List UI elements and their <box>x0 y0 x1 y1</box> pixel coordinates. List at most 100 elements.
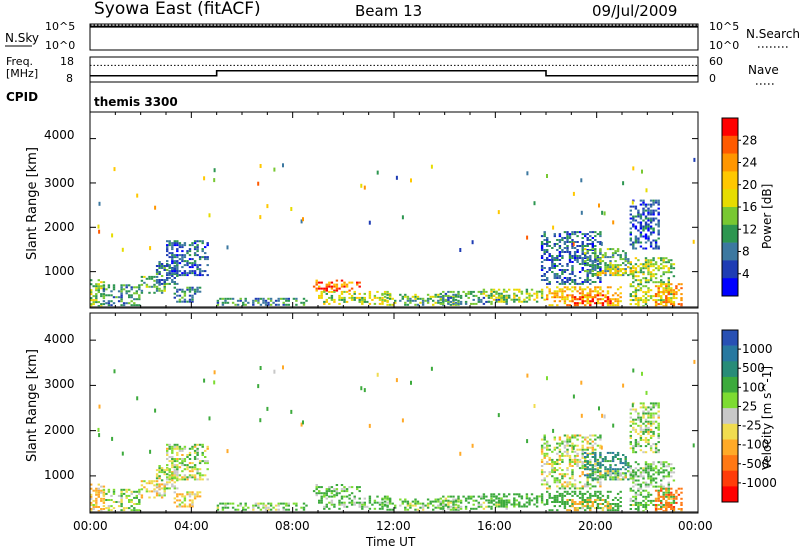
echo-cell <box>442 503 445 506</box>
echo-cell <box>325 503 328 506</box>
echo-cell <box>173 497 176 500</box>
echo-cell <box>568 235 572 238</box>
echo-cell <box>637 265 640 268</box>
echo-cell <box>183 499 187 502</box>
echo-cell <box>649 477 653 480</box>
echo-cell <box>546 454 549 457</box>
echo-cell <box>153 279 156 282</box>
echo-cell <box>513 288 516 291</box>
echo-cell <box>568 237 572 239</box>
echo-cell <box>356 486 359 489</box>
echo-cell <box>586 252 589 255</box>
echo-cell <box>198 443 202 446</box>
echo-cell <box>586 485 589 488</box>
echo-cell <box>122 488 126 491</box>
echo-cell <box>634 293 638 296</box>
colorbar-tick-label: 25 <box>742 399 757 413</box>
echo-cell <box>586 496 589 499</box>
echo-cell <box>566 434 569 437</box>
echo-cell <box>188 499 192 502</box>
echo-cell <box>266 204 269 209</box>
echo-cell <box>145 277 149 280</box>
echo-cell <box>198 462 202 465</box>
echo-cell <box>654 263 658 266</box>
echo-cell <box>173 464 176 467</box>
echo-cell <box>163 487 166 490</box>
echo-cell <box>581 494 584 497</box>
echo-cell <box>388 508 392 511</box>
echo-cell <box>639 467 643 470</box>
echo-cell <box>619 474 622 477</box>
echo-cell <box>150 285 154 288</box>
echo-cell <box>629 239 632 242</box>
echo-cell <box>120 496 123 499</box>
echo-cell <box>513 501 516 504</box>
echo-cell <box>196 290 199 293</box>
echo-cell <box>611 509 615 512</box>
echo-cell <box>315 283 318 286</box>
echo-cell <box>90 283 93 286</box>
echo-cell <box>591 266 594 269</box>
echo-cell <box>571 257 574 259</box>
frequency-line <box>90 69 698 77</box>
echo-cell <box>267 297 270 300</box>
echo-cell <box>348 497 351 500</box>
echo-cell <box>191 501 194 504</box>
echo-cell <box>566 277 569 279</box>
echo-cell <box>568 456 572 459</box>
echo-cell <box>490 290 493 293</box>
echo-cell <box>95 487 98 490</box>
echo-cell <box>325 289 328 292</box>
echo-cell <box>368 507 372 510</box>
echo-cell <box>573 279 577 281</box>
echo-cell <box>642 305 645 308</box>
echo-cell <box>163 269 166 271</box>
echo-cell <box>318 296 321 299</box>
echo-cell <box>616 274 620 277</box>
echo-cell <box>665 257 668 260</box>
echo-cell <box>333 285 336 288</box>
echo-cell <box>649 420 653 423</box>
echo-cell <box>622 462 625 465</box>
echo-cell <box>647 229 650 232</box>
echo-cell <box>193 242 197 245</box>
echo-cell <box>566 296 569 299</box>
echo-cell <box>426 297 430 300</box>
echo-cell <box>556 294 559 297</box>
echo-cell <box>457 295 460 298</box>
echo-cell <box>667 285 670 288</box>
echo-cell <box>95 283 98 286</box>
echo-cell <box>90 293 93 296</box>
echo-cell <box>639 437 643 439</box>
echo-cell <box>660 479 663 482</box>
echo-cell <box>158 485 161 488</box>
echo-cell <box>667 301 670 304</box>
echo-cell <box>670 495 673 498</box>
echo-cell <box>186 493 189 496</box>
echo-cell <box>426 498 430 501</box>
echo-cell <box>566 281 569 283</box>
echo-cell <box>649 479 653 482</box>
echo-cell <box>323 507 326 510</box>
echo-cell <box>639 473 643 476</box>
echo-cell <box>563 494 567 497</box>
echo-cell <box>662 267 665 270</box>
echo-cell <box>543 253 546 255</box>
echo-cell <box>637 211 640 214</box>
echo-cell <box>193 270 197 273</box>
echo-cell <box>434 498 437 501</box>
echo-cell <box>158 265 161 267</box>
echo-cell <box>642 207 645 210</box>
echo-cell <box>566 454 569 457</box>
echo-cell <box>642 510 645 513</box>
echo-cell <box>97 483 100 486</box>
echo-cell <box>97 493 100 496</box>
echo-cell <box>632 479 635 482</box>
echo-cell <box>95 497 98 500</box>
echo-cell <box>128 294 131 297</box>
echo-cell <box>642 273 645 276</box>
echo-cell <box>452 293 455 296</box>
echo-cell <box>356 283 359 286</box>
echo-cell <box>520 495 524 498</box>
echo-cell <box>647 291 650 294</box>
